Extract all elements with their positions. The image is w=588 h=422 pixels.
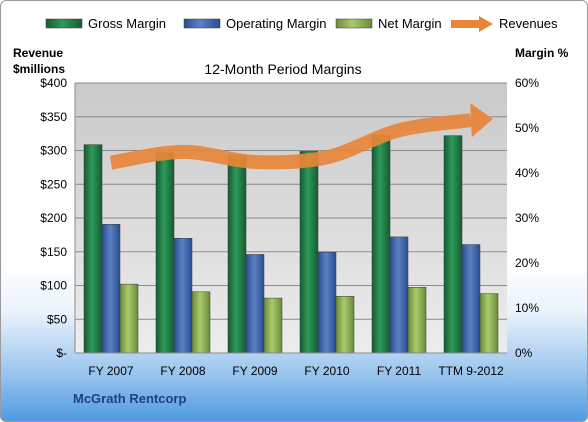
right-tick-label: 0% [515, 346, 533, 360]
revenues-line [109, 113, 472, 170]
left-axis-label-line2: $millions [13, 62, 65, 76]
operating-margin-bar [389, 236, 409, 354]
category-label: TTM 9-2012 [438, 364, 504, 378]
operating-margin-legend-label: Operating Margin [226, 16, 326, 31]
chart-title: 12-Month Period Margins [204, 61, 361, 77]
category-label: FY 2008 [160, 364, 205, 378]
category-label: FY 2010 [304, 364, 349, 378]
left-tick-label: $50 [47, 312, 67, 326]
revenues-legend-arrow [479, 16, 493, 32]
net-margin-bar [191, 291, 211, 354]
revenue-line [109, 103, 493, 170]
left-axis-label-line1: Revenue [13, 46, 63, 60]
net-margin-bar [263, 297, 283, 354]
category-label: FY 2007 [88, 364, 133, 378]
net-margin-bar [119, 283, 139, 354]
gross-margin-bar [443, 135, 463, 354]
net-margin-bar [407, 287, 427, 354]
gross-margin-bar [227, 155, 247, 354]
operating-margin-bar [317, 251, 337, 354]
operating-margin-bar [245, 254, 265, 354]
right-axis-label: Margin % [515, 46, 569, 60]
operating-margin-bar [101, 224, 121, 354]
right-tick-label: 50% [515, 121, 539, 135]
right-tick-label: 40% [515, 166, 539, 180]
left-tick-label: $200 [40, 211, 67, 225]
revenues-legend-label: Revenues [499, 16, 558, 31]
gross-margin-bar [83, 144, 103, 354]
gross-margin-legend-swatch [45, 18, 83, 29]
right-tick-label: 20% [515, 256, 539, 270]
right-tick-label: 30% [515, 211, 539, 225]
company-name: McGrath Rentcorp [73, 391, 186, 406]
left-tick-label: $350 [40, 110, 67, 124]
gross-margin-bar [299, 151, 319, 354]
bars [83, 134, 499, 354]
gross-margin-legend-label: Gross Margin [88, 16, 166, 31]
category-label: FY 2009 [232, 364, 277, 378]
left-tick-label: $400 [40, 76, 67, 90]
right-tick-label: 60% [515, 76, 539, 90]
operating-margin-bar [173, 238, 193, 354]
gross-margin-bar [371, 134, 391, 354]
revenues-arrowhead [470, 103, 493, 138]
operating-margin-bar [461, 244, 481, 354]
net-margin-bar [335, 296, 355, 354]
category-label: FY 2011 [377, 364, 422, 378]
net-margin-legend-label: Net Margin [378, 16, 442, 31]
legend: Gross Margin Operating Margin Net Margin Re… [45, 16, 558, 32]
gross-margin-bar [155, 152, 175, 354]
right-tick-label: 10% [515, 301, 539, 315]
left-tick-label: $- [56, 346, 67, 360]
axes: $- $50 $100 $150 $200 $250 $300 $350 $400 0% 10% 20… [40, 76, 539, 378]
left-tick-label: $150 [40, 245, 67, 259]
left-tick-label: $100 [40, 279, 67, 293]
net-margin-legend-swatch [335, 18, 373, 29]
net-margin-bar [479, 293, 499, 354]
left-tick-label: $300 [40, 144, 67, 158]
left-tick-label: $250 [40, 177, 67, 191]
operating-margin-legend-swatch [183, 18, 221, 29]
